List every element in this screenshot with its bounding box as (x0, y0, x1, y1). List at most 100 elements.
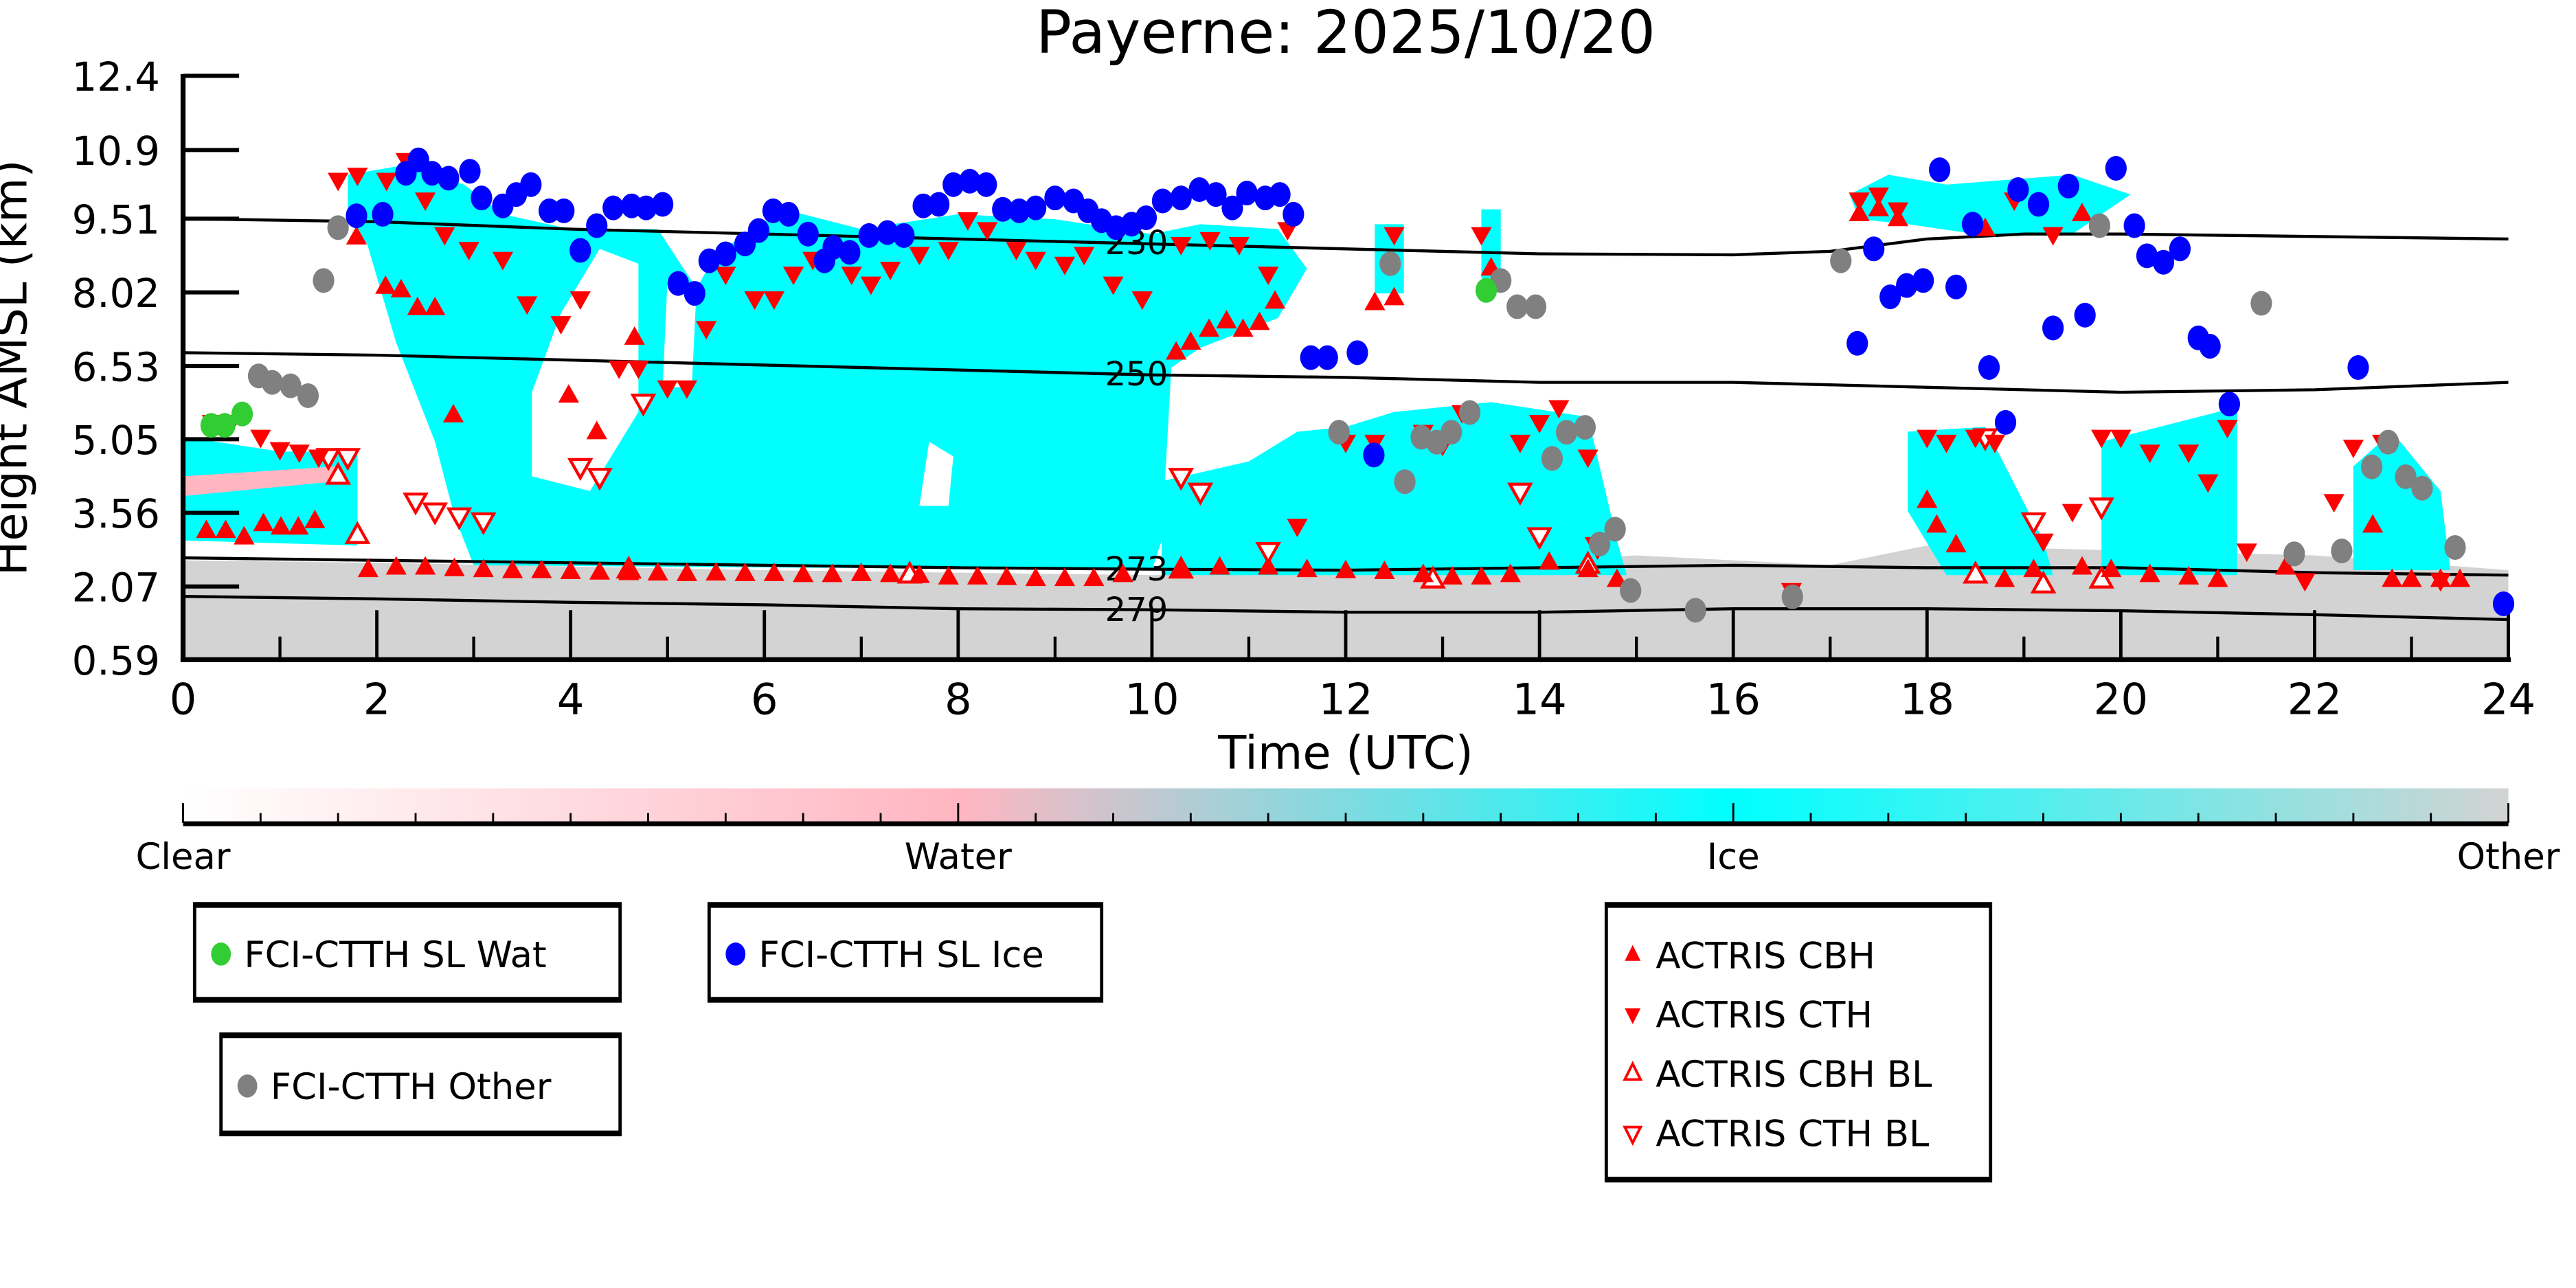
marker-fci-ctth-sl-ice (635, 195, 657, 221)
marker-fci-ctth-other (1781, 584, 1803, 609)
marker-fci-ctth-sl-ice (1961, 212, 1984, 237)
marker-actris-cth (2033, 533, 2054, 552)
legend-box: FCI-CTTH SL Wat (192, 902, 622, 1003)
marker-fci-ctth-sl-ice (1044, 185, 1066, 211)
marker-actris-cbh (647, 562, 668, 581)
phase-region-ice (2101, 407, 2237, 576)
marker-fci-ctth-sl-ice (877, 220, 899, 245)
marker-actris-cth-bl (1187, 482, 1214, 506)
marker-fci-ctth-other (1458, 400, 1481, 425)
marker-actris-cth (1471, 227, 1492, 246)
marker-fci-ctth-sl-ice (1236, 180, 1258, 205)
marker-actris-cbh (1442, 566, 1463, 585)
marker-actris-cbh (414, 556, 436, 575)
marker-fci-ctth-sl-ice (569, 238, 591, 263)
x-tick-label: 2 (363, 675, 391, 725)
contour-label: 250 (1105, 355, 1168, 394)
marker-actris-cbh-bl (325, 462, 351, 485)
colorbar-label-water: Water (905, 836, 1012, 878)
marker-actris-cth (1528, 415, 1550, 433)
marker-fci-ctth-sl-ice (1205, 182, 1227, 207)
x-tick-label: 12 (1318, 675, 1372, 725)
marker-actris-cbh (1412, 563, 1434, 583)
marker-actris-cbh (1083, 567, 1105, 587)
marker-actris-cbh (2401, 568, 2422, 587)
marker-actris-cth (458, 242, 479, 261)
marker-actris-cbh (2139, 563, 2160, 583)
legend-box: ACTRIS CBH ACTRIS CTH ACTRIS CBH BL ACTRIS … (1604, 902, 1993, 1183)
marker-actris-cbh (1112, 563, 1133, 583)
marker-actris-cbh (346, 225, 368, 245)
legend-marker-icon (1623, 1061, 1643, 1081)
marker-actris-cbh (996, 566, 1017, 585)
marker-actris-cbh (1849, 203, 1870, 222)
marker-actris-cbh (253, 512, 274, 532)
marker-actris-cth (1849, 192, 1870, 212)
legend-marker-icon (1625, 1008, 1641, 1024)
marker-actris-cth (1006, 242, 1027, 261)
marker-actris-cth (2236, 543, 2257, 563)
series-actris-cth (201, 152, 2451, 602)
marker-actris-cth (2139, 444, 2160, 464)
marker-actris-cbh (2178, 566, 2200, 585)
marker-actris-cth (1965, 429, 1986, 449)
marker-actris-cth (841, 267, 862, 286)
y-tick-label: 0.59 (72, 638, 160, 684)
legend-item: ACTRIS CBH BL (1623, 1054, 1932, 1096)
marker-fci-ctth-other (1574, 415, 1596, 440)
phase-colorbar: Clear Water Ice Other (135, 788, 2560, 878)
marker-actris-cth (1887, 202, 1909, 221)
legend-marker-icon (237, 1074, 258, 1098)
marker-actris-cbh (2101, 558, 2122, 578)
marker-actris-cbh (444, 557, 465, 576)
marker-actris-cth (1917, 429, 1938, 449)
marker-fci-ctth-sl-ice (975, 172, 997, 197)
legend-item: ACTRIS CTH BL (1623, 1114, 1930, 1155)
x-tick-label: 0 (170, 675, 197, 725)
marker-fci-ctth-sl-ice (778, 201, 800, 227)
marker-actris-cbh (473, 558, 494, 578)
marker-actris-cth (1984, 434, 2006, 453)
marker-fci-ctth-sl-ice (2152, 249, 2175, 275)
marker-actris-cbh (357, 558, 379, 578)
marker-actris-cbh (531, 559, 552, 578)
marker-fci-ctth-sl-ice (2027, 192, 2050, 217)
marker-actris-cth (1509, 434, 1531, 453)
marker-fci-ctth-sl-wat (231, 401, 253, 427)
marker-fci-ctth-sl-ice (714, 241, 736, 267)
marker-actris-cth (909, 247, 930, 266)
marker-fci-ctth-other (1620, 578, 1642, 603)
marker-actris-cbh (2023, 558, 2044, 578)
marker-actris-cbh (676, 563, 698, 581)
marker-fci-ctth-sl-ice (652, 192, 674, 217)
y-tick-label: 12.4 (72, 54, 160, 100)
marker-actris-cth (676, 380, 698, 399)
marker-fci-ctth-sl-ice (2136, 243, 2158, 269)
y-axis-label: Height AMSL (km) (0, 159, 37, 576)
marker-actris-cbh (288, 516, 309, 535)
series-actris-cbh (196, 197, 2471, 587)
marker-fci-ctth-other (1506, 294, 1528, 319)
marker-actris-cth (782, 267, 804, 286)
marker-actris-cth (1054, 256, 1076, 275)
marker-actris-cth (414, 192, 436, 212)
marker-actris-cth (1287, 519, 1308, 538)
marker-actris-cbh (822, 563, 843, 583)
marker-actris-cbh (734, 563, 756, 581)
legends: FCI-CTTH SL Wat FCI-CTTH SL Ice FCI-CTTH O… (192, 902, 1993, 1183)
marker-fci-ctth-other (297, 383, 319, 409)
marker-fci-ctth-sl-ice (1316, 345, 1338, 370)
marker-fci-ctth-sl-ice (2199, 334, 2221, 359)
marker-actris-cbh (2207, 568, 2228, 587)
marker-actris-cth (550, 316, 572, 335)
marker-actris-cth (657, 380, 678, 399)
marker-fci-ctth-sl-ice (683, 281, 705, 306)
marker-actris-cbh (407, 296, 428, 315)
marker-fci-ctth-other (1394, 469, 1416, 495)
marker-actris-cth (376, 172, 397, 192)
marker-actris-cth-bl (403, 493, 429, 516)
marker-fci-ctth-other (2250, 291, 2272, 316)
marker-fci-ctth-other (2361, 454, 2383, 479)
marker-actris-cbh (1171, 558, 1192, 578)
x-tick-label: 24 (2481, 675, 2535, 725)
